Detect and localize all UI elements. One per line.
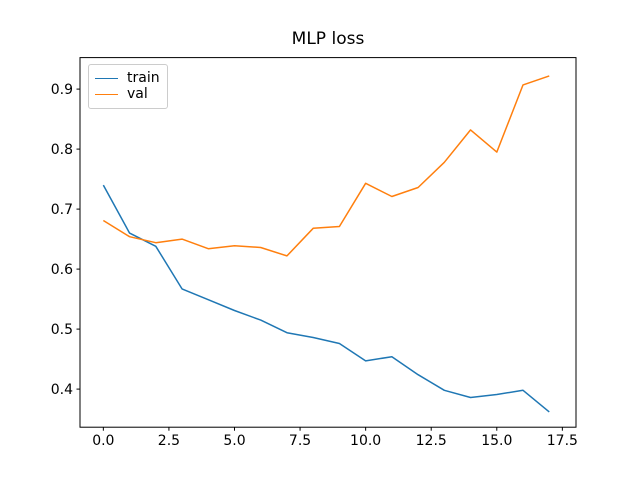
y-tick-label: 0.9	[51, 82, 73, 98]
y-tick-label: 0.4	[51, 382, 73, 398]
x-tick-label: 15.0	[481, 433, 512, 449]
x-tick-label: 5.0	[223, 433, 245, 449]
val-line-swatch	[95, 93, 118, 96]
legend-label-val: val	[127, 86, 148, 102]
legend-entry-train: train	[95, 71, 163, 86]
x-tick-label: 0.0	[92, 433, 114, 449]
y-tick-label: 0.6	[51, 262, 73, 278]
axes-spines	[79, 57, 577, 428]
train-line	[102, 184, 550, 413]
x-tick-label: 7.5	[289, 433, 311, 449]
y-tick-label: 0.5	[51, 322, 73, 338]
x-tick-label: 17.5	[547, 433, 578, 449]
val-line	[102, 75, 550, 257]
legend-label-train: train	[127, 70, 160, 86]
x-tick-label: 10.0	[350, 433, 381, 449]
x-tick-label: 12.5	[416, 433, 447, 449]
legend: train val	[88, 64, 168, 109]
y-tick-label: 0.8	[51, 142, 73, 158]
x-tick-label: 2.5	[158, 433, 180, 449]
legend-entry-val: val	[95, 87, 163, 102]
chart-title: MLP loss	[291, 29, 365, 49]
y-tick-label: 0.7	[51, 202, 73, 218]
train-line-swatch	[95, 77, 118, 80]
